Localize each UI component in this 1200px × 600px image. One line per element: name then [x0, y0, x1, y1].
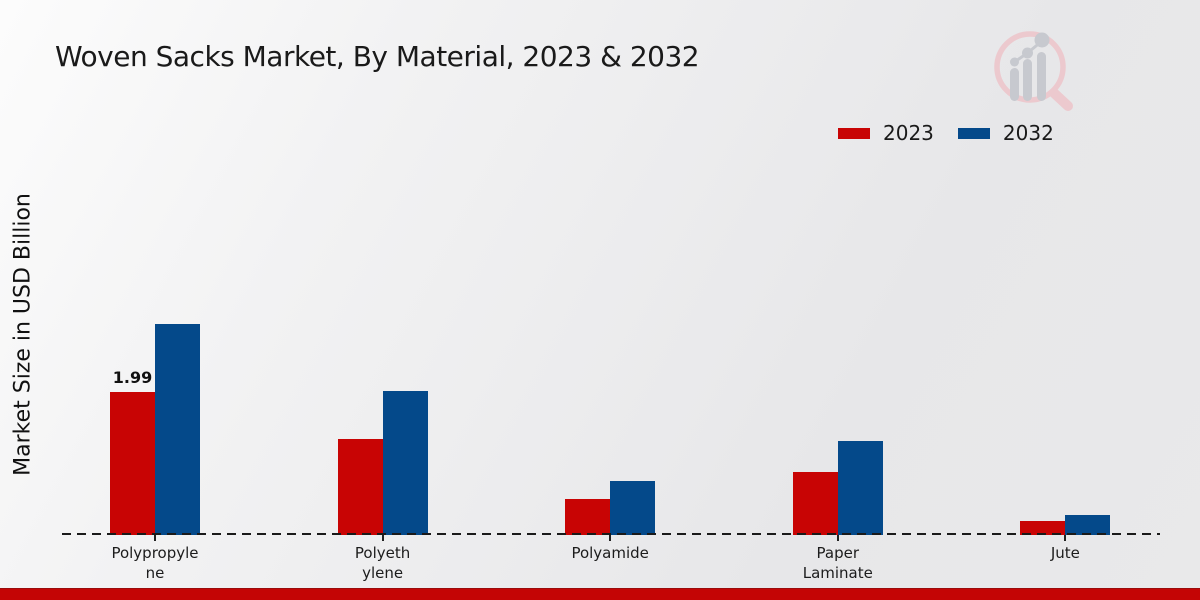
chart-title: Woven Sacks Market, By Material, 2023 & …	[55, 40, 700, 73]
x-axis-category-label: Jute	[1050, 544, 1080, 562]
bar-2032-polyethylene	[382, 390, 428, 535]
x-axis-category-label: Polyamide	[571, 544, 649, 562]
legend-swatch-2023	[838, 127, 870, 139]
x-axis-dashed-line	[62, 533, 1160, 535]
x-axis-tick	[1064, 535, 1067, 541]
bar-2032-polyamide	[610, 481, 656, 535]
logo-dot	[1010, 57, 1019, 67]
bar-2032-paper-laminate	[837, 440, 883, 535]
legend-label-2032: 2032	[1002, 121, 1054, 145]
magnifier-growth-logo-icon	[994, 31, 1073, 111]
y-axis-label: Market Size in USD Billion	[10, 193, 36, 476]
logo-dot	[1034, 32, 1050, 48]
legend-swatch-2032	[957, 127, 990, 139]
legend-item-2032: 2032	[957, 121, 1054, 145]
legend: 2023 2032	[838, 121, 1054, 145]
bar-2023-paper-laminate	[792, 472, 838, 535]
legend-item-2023: 2023	[838, 121, 934, 145]
bar-value-label: 1.99	[112, 367, 153, 387]
x-axis-category-label: Polyeth ylene	[354, 544, 411, 582]
magnifier-handle	[1049, 88, 1073, 111]
legend-label-2023: 2023	[883, 121, 934, 145]
x-axis-tick	[609, 535, 612, 541]
logo-bar	[1037, 52, 1046, 101]
bar-2023-polyethylene	[337, 439, 383, 535]
x-axis-category-label: Polypropyle ne	[111, 544, 199, 582]
bar-2023-polyamide	[565, 499, 611, 535]
x-axis-tick	[381, 535, 384, 541]
bar-2023-polypropylene	[110, 391, 155, 535]
footer-red-band	[0, 588, 1200, 600]
logo-bar	[1010, 68, 1019, 101]
bar-2032-jute	[1065, 514, 1111, 535]
x-axis-tick	[154, 535, 156, 541]
logo-bar	[1023, 59, 1032, 101]
bar-2023-jute	[1020, 520, 1066, 535]
x-axis-category-label: Paper Laminate	[802, 544, 873, 582]
logo-dot	[1022, 47, 1033, 59]
x-axis-tick	[836, 535, 839, 541]
bar-2032-polypropylene	[155, 323, 200, 535]
